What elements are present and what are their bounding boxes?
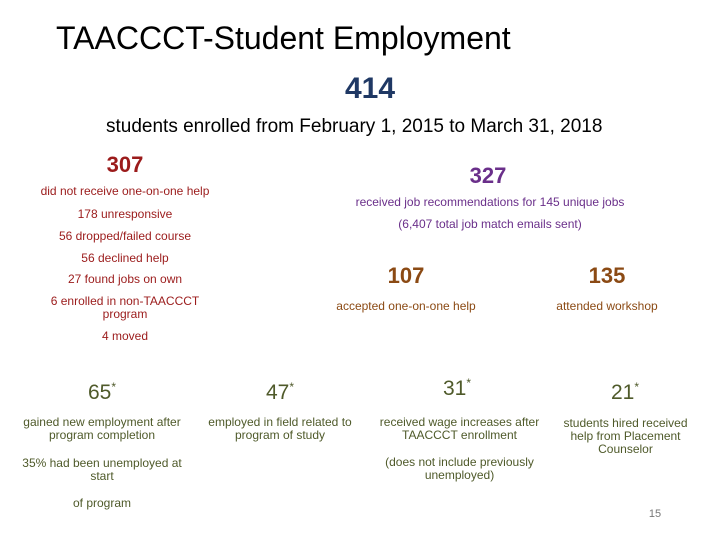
- outcome-value: 21*: [610, 380, 640, 404]
- page-number: 15: [648, 508, 662, 520]
- recommended-line1: received job recommendations for 145 uni…: [355, 195, 625, 209]
- not-helped-item: 6 enrolled in non-TAACCCT program: [50, 294, 200, 321]
- workshop-value: 135: [588, 263, 626, 288]
- outcome-value: 65*: [87, 380, 117, 404]
- not-helped-label: did not receive one-on-one help: [40, 184, 210, 198]
- workshop-label: attended workshop: [556, 299, 658, 313]
- outcome-label: students hired received help from Placem…: [563, 416, 688, 456]
- outcome-label: gained new employment after program comp…: [23, 415, 181, 442]
- page-title: TAACCCT-Student Employment: [56, 20, 511, 56]
- recommended-value: 327: [469, 163, 507, 188]
- total-value: 414: [344, 72, 396, 105]
- not-helped-item: 56 declined help: [81, 251, 169, 265]
- accepted-label: accepted one-on-one help: [336, 299, 476, 313]
- recommended-line2: (6,407 total job match emails sent): [398, 217, 582, 231]
- not-helped-item: 27 found jobs on own: [67, 272, 183, 286]
- outcome-note: 35% had been unemployed at start: [22, 456, 182, 483]
- outcome-label: employed in field related to program of …: [208, 415, 352, 442]
- outcome-value: 47*: [265, 380, 295, 404]
- not-helped-item: 56 dropped/failed course: [58, 229, 192, 243]
- outcome-note: of program: [72, 496, 132, 510]
- not-helped-value: 307: [106, 152, 144, 177]
- total-label: students enrolled from February 1, 2015 …: [106, 116, 603, 137]
- outcome-value: 31*: [442, 376, 472, 400]
- outcome-label: received wage increases after TAACCCT en…: [379, 415, 540, 442]
- accepted-value: 107: [387, 263, 425, 288]
- not-helped-item: 178 unresponsive: [77, 207, 173, 221]
- not-helped-item: 4 moved: [101, 329, 149, 343]
- outcome-note: (does not include previously unemployed): [385, 455, 534, 482]
